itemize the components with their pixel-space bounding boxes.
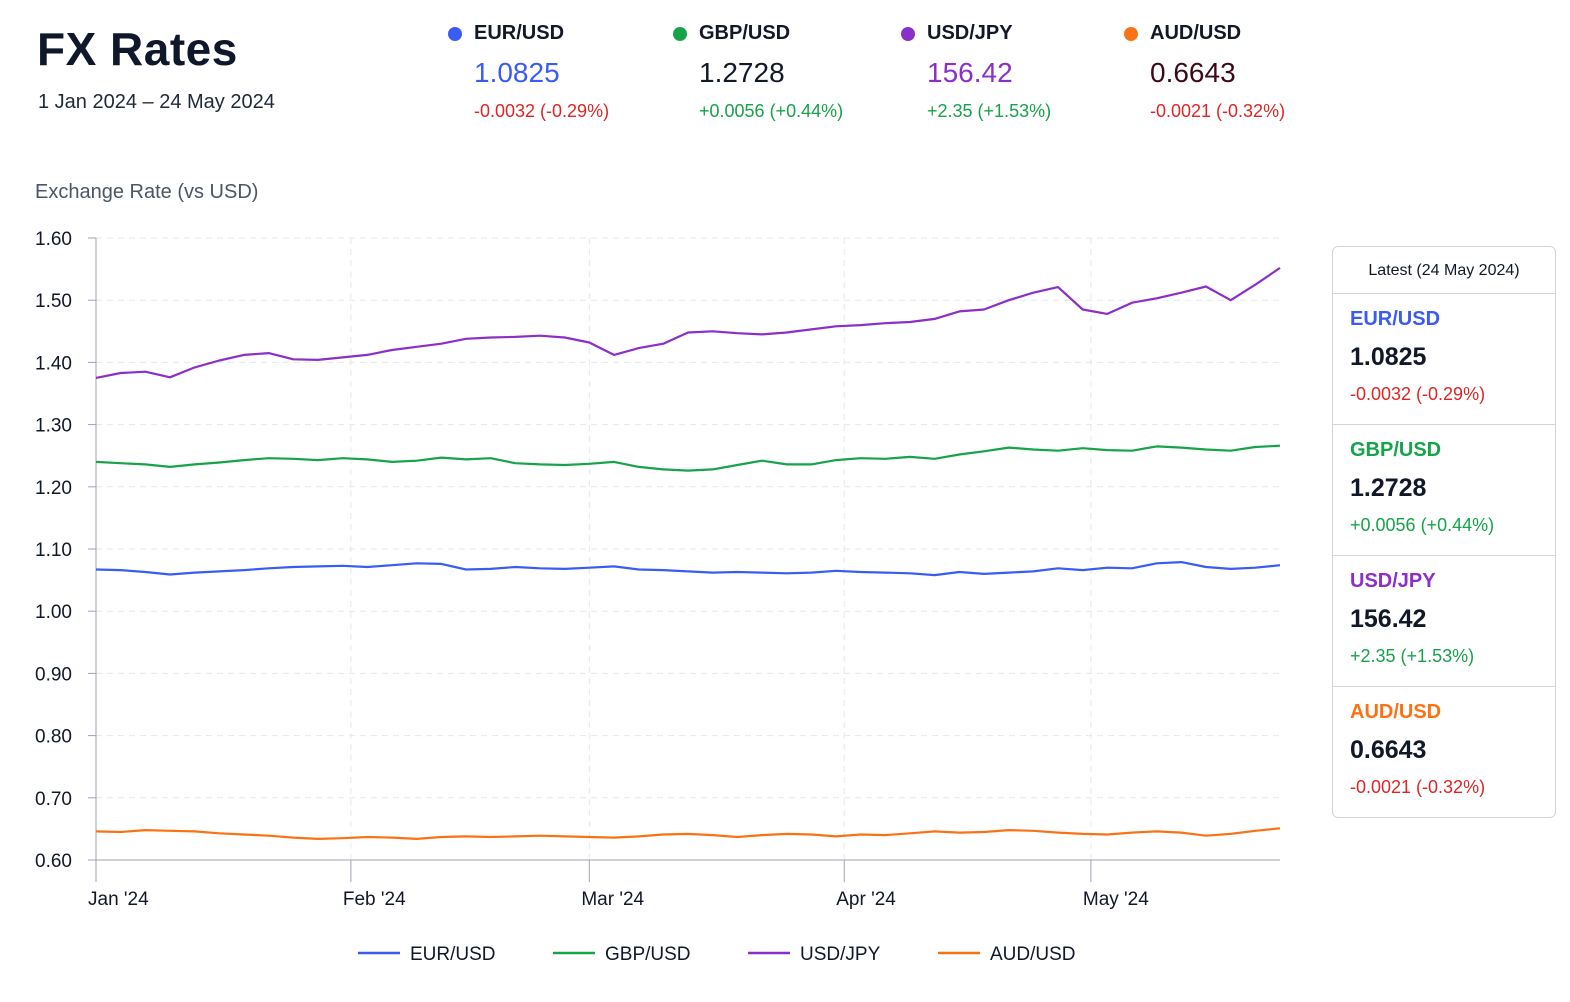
latest-pair: AUD/USD — [1350, 701, 1442, 723]
latest-panel: Latest (24 May 2024) EUR/USD 1.0825 -0.0… — [1332, 246, 1556, 818]
tile-change: +0.0056 (+0.44%) — [699, 101, 844, 121]
latest-panel-heading: Latest (24 May 2024) — [1333, 247, 1555, 294]
latest-change: +2.35 (+1.53%) — [1350, 646, 1475, 666]
audusd-dot-icon — [1124, 26, 1138, 41]
eurusd-dot-icon — [448, 26, 462, 41]
tile-pair: AUD/USD — [1150, 22, 1242, 44]
latest-rate: 156.42 — [1350, 605, 1427, 633]
latest-item-audusd[interactable]: AUD/USD 0.6643 -0.0021 (-0.32%) — [1333, 687, 1555, 818]
x-tick-label: Jan '24 — [88, 889, 149, 910]
y-tick-label: 0.60 — [35, 851, 72, 872]
x-tick-label: Apr '24 — [836, 889, 896, 910]
latest-item-gbpusd[interactable]: GBP/USD 1.2728 +0.0056 (+0.44%) — [1333, 425, 1555, 556]
series-line-audusd — [95, 827, 1281, 841]
y-tick-label: 1.00 — [35, 602, 72, 623]
fx-line-chart[interactable]: 0.60 0.70 0.80 0.90 1.00 1.10 1.20 1.30 1.40 1.50… — [0, 0, 1320, 1002]
series-line-eurusd — [95, 560, 1281, 577]
tile-pair: EUR/USD — [474, 22, 565, 44]
y-tick-label: 1.10 — [35, 540, 72, 561]
latest-item-usdjpy[interactable]: USD/JPY 156.42 +2.35 (+1.53%) — [1333, 556, 1555, 687]
tile-rate: 1.2728 — [699, 57, 785, 88]
tile-audusd[interactable]: AUD/USD 0.6643 -0.0021 (-0.32%) — [1124, 22, 1285, 122]
legend-label: GBP/USD — [605, 944, 691, 965]
latest-pair: EUR/USD — [1350, 308, 1441, 330]
tile-rate: 156.42 — [927, 57, 1013, 88]
y-tick-label: 0.90 — [35, 664, 72, 685]
tile-change: -0.0032 (-0.29%) — [474, 101, 610, 121]
x-tick-label: Feb '24 — [343, 889, 406, 910]
usdjpy-dot-icon — [901, 26, 915, 41]
latest-rate: 0.6643 — [1350, 736, 1427, 764]
date-range: 1 Jan 2024 – 24 May 2024 — [38, 91, 275, 113]
y-tick-label: 1.30 — [35, 416, 72, 437]
legend-label: AUD/USD — [990, 944, 1076, 965]
tile-pair: USD/JPY — [927, 22, 1013, 44]
tile-rate: 1.0825 — [474, 57, 560, 88]
y-tick-label: 1.60 — [35, 229, 72, 250]
y-tick-label: 1.40 — [35, 353, 72, 374]
series-line-gbpusd — [95, 444, 1281, 472]
latest-rate: 1.0825 — [1350, 343, 1427, 371]
x-tick-label: May '24 — [1083, 889, 1149, 910]
tile-usdjpy[interactable]: USD/JPY 156.42 +2.35 (+1.53%) — [901, 22, 1051, 122]
tile-change: +2.35 (+1.53%) — [927, 101, 1052, 121]
y-tick-label: 1.20 — [35, 478, 72, 499]
y-tick-label: 0.70 — [35, 789, 72, 810]
gbpusd-dot-icon — [673, 26, 687, 41]
latest-change: -0.0021 (-0.32%) — [1350, 777, 1486, 797]
y-tick-label: 0.80 — [35, 727, 72, 748]
latest-change: +0.0056 (+0.44%) — [1350, 515, 1495, 535]
latest-pair: GBP/USD — [1350, 439, 1442, 461]
latest-pair: USD/JPY — [1350, 570, 1436, 592]
tile-gbpusd[interactable]: GBP/USD 1.2728 +0.0056 (+0.44%) — [673, 22, 843, 122]
tile-rate: 0.6643 — [1150, 57, 1236, 88]
tile-eurusd[interactable]: EUR/USD 1.0825 -0.0032 (-0.29%) — [448, 22, 609, 122]
y-axis-title: Exchange Rate (vs USD) — [35, 181, 259, 203]
latest-change: -0.0032 (-0.29%) — [1350, 384, 1486, 404]
page-title: FX Rates — [37, 23, 238, 75]
latest-item-eurusd[interactable]: EUR/USD 1.0825 -0.0032 (-0.29%) — [1333, 294, 1555, 425]
tile-change: -0.0021 (-0.32%) — [1150, 101, 1286, 121]
series-line-usdjpy — [95, 266, 1281, 379]
latest-rate: 1.2728 — [1350, 474, 1427, 502]
tile-pair: GBP/USD — [699, 22, 791, 44]
x-tick-label: Mar '24 — [581, 889, 644, 910]
legend-label: EUR/USD — [410, 944, 496, 965]
legend-label: USD/JPY — [800, 944, 881, 965]
y-tick-label: 1.50 — [35, 291, 72, 312]
